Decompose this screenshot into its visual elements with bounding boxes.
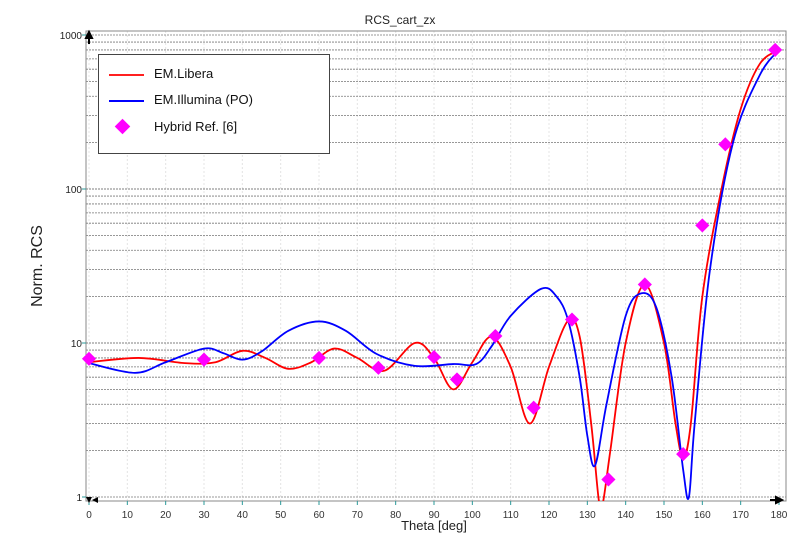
y-axis-arrow-icon [84, 29, 94, 44]
legend-line-red [109, 74, 144, 76]
data-point-marker [371, 360, 386, 375]
legend-label: EM.Libera [154, 66, 214, 81]
tick-labels: 0 10 20 30 40 50 60 70 80 90 100 110 120 130 140 150 160… [60, 31, 788, 521]
x-tick-label: 10 [122, 510, 134, 521]
data-point-marker [426, 350, 442, 365]
x-tick-label: 130 [579, 510, 596, 521]
x-tick-label: 110 [503, 510, 519, 521]
data-point-marker [637, 277, 652, 292]
data-point-marker [718, 137, 733, 152]
data-point-marker [676, 447, 691, 462]
x-tick-label: 90 [428, 510, 440, 521]
x-axis-arrow-icon [770, 495, 785, 505]
series-line-1 [88, 49, 780, 500]
data-point-marker [601, 472, 616, 487]
data-point-marker [488, 328, 503, 344]
legend-label: EM.Illumina (PO) [154, 92, 253, 107]
data-point-marker [81, 351, 97, 366]
legend-item-hybrid: Hybrid Ref. [6] [99, 118, 329, 138]
y-tick-label: 100 [65, 185, 82, 196]
legend-item-libera: EM.Libera [99, 65, 329, 85]
x-tick-label: 120 [541, 510, 558, 521]
y-tick-label: 10 [71, 339, 83, 350]
plot-frame [85, 30, 787, 502]
data-point-marker [564, 312, 580, 327]
data-point-marker [768, 42, 783, 57]
x-tick-label: 150 [656, 510, 673, 521]
data-point-marker [449, 372, 465, 387]
series-line-0 [88, 49, 780, 501]
x-tick-label: 30 [198, 510, 210, 521]
x-tick-label: 140 [617, 510, 634, 521]
x-tick-label: 80 [390, 510, 402, 521]
legend: EM.Libera EM.Illumina (PO) Hybrid Ref. [… [98, 54, 330, 154]
x-tick-label: 170 [732, 510, 749, 521]
x-axis-label: Theta [deg] [401, 518, 467, 533]
y-tick-label: 1000 [60, 31, 83, 42]
x-tick-label: 50 [275, 510, 287, 521]
data-point-marker [196, 352, 212, 367]
legend-diamond-icon [114, 118, 131, 135]
x-tick-label: 180 [771, 510, 788, 521]
legend-line-blue [109, 100, 144, 102]
grid [86, 31, 786, 501]
x-tick-label: 100 [464, 510, 481, 521]
x-tick-label: 40 [237, 510, 249, 521]
data-point-marker [526, 400, 541, 415]
legend-label: Hybrid Ref. [6] [154, 119, 238, 134]
data-point-marker [311, 350, 327, 365]
series-layer [81, 42, 783, 501]
x-tick-label: 20 [160, 510, 172, 521]
chart-title: RCS_cart_zx [365, 13, 436, 27]
x-tick-label: 0 [86, 510, 92, 521]
data-point-marker [695, 218, 710, 233]
y-tick-label: 1 [76, 493, 82, 504]
x-tick-label: 60 [313, 510, 325, 521]
y-axis-label: Norm. RCS [29, 225, 46, 307]
legend-item-illumina: EM.Illumina (PO) [99, 91, 329, 111]
origin-arrow-icon [86, 497, 98, 503]
x-tick-label: 70 [352, 510, 364, 521]
x-tick-label: 160 [694, 510, 711, 521]
